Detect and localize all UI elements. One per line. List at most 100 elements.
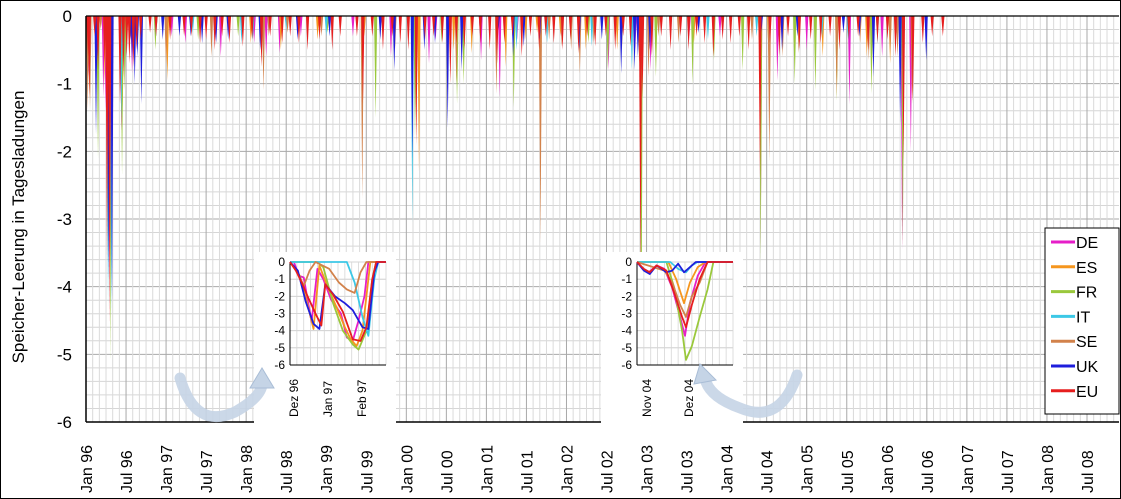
bar-eu [227,16,232,44]
y-axis-label: Speicher-Leerung in Tagesladungen [9,91,28,364]
bar-uk [139,16,143,104]
x-tick-label: Jul 02 [600,450,617,493]
bar-eu [93,16,97,37]
bar-de [880,16,884,57]
bar-uk [392,16,396,71]
bar-eu [121,16,125,77]
inset-y-tick-label: -5 [621,341,632,355]
bar-eu [305,16,310,50]
bar-uk [632,16,637,71]
inset-y-tick-label: -4 [274,324,285,338]
bar-uk [780,16,784,50]
bar-eu [241,16,245,47]
inset-x-tick-label: Jan 97 [321,381,335,417]
bar-de [847,16,852,104]
bar-eu [355,16,359,37]
bar-eu [837,16,842,50]
bar-eu [875,16,880,44]
bar-eu [250,16,254,40]
x-tick-label: Jul 98 [279,450,296,493]
y-tick-label: -1 [57,75,72,94]
bar-eu [432,16,436,37]
zoom-arrow-1 [174,372,268,422]
bar-de [775,16,779,81]
bar-eu [747,16,751,50]
bar-eu [737,16,741,37]
inset-line-fr [637,261,733,361]
inset-line-eu [636,261,733,329]
inset-y-tick-label: -4 [621,324,632,338]
bar-fr [869,16,874,94]
bar-se [656,16,661,37]
inset-y-tick-label: -6 [274,358,285,372]
bar-eu [640,16,645,98]
inset-y-tick-label: -3 [274,307,285,321]
bar-eu [621,16,625,37]
bar-eu [108,16,112,324]
bar-de [718,16,722,37]
bar-eu [127,16,131,64]
bar-eu [847,16,851,40]
legend-label-fr: FR [1076,285,1097,302]
bar-es [417,16,421,172]
bar-es [452,16,456,50]
bar-eu [148,16,152,33]
x-tick-label: Jul 96 [119,450,136,493]
bar-eu [87,16,91,98]
bar-eu [454,16,458,44]
bar-eu [768,16,772,44]
bar-eu [370,16,374,37]
bar-eu [576,16,581,54]
bar-eu [777,16,781,57]
x-tick-label: Jul 04 [760,450,777,493]
bar-eu [528,16,533,37]
bar-eu [398,16,402,44]
y-tick-label: -3 [57,210,72,229]
bar-uk [161,16,165,40]
bar-eu [381,16,385,50]
bar-uk [110,16,114,301]
bar-eu [502,16,507,44]
x-tick-label: Jul 03 [680,450,697,493]
legend-label-de: DE [1076,235,1098,252]
bar-eu [268,16,272,37]
x-tick-label: Jan 97 [159,445,176,493]
bar-eu [520,16,524,57]
bar-eu [828,16,832,37]
bar-eu [338,16,342,37]
bar-eu [478,16,482,44]
bar-eu [901,16,906,162]
legend-label-uk: UK [1076,359,1099,376]
bar-eu [930,16,934,37]
bar-se [767,16,771,162]
bar-eu [758,16,762,179]
bar-eu [797,16,801,50]
bar-eu [330,16,334,50]
inset-y-tick-label: -1 [621,272,632,286]
x-tick-label: Jan 99 [319,445,336,493]
bar-eu [135,16,139,50]
bar-eu [638,16,643,274]
bar-fr [793,16,797,84]
inset-line-uk [636,261,733,275]
bar-uk [841,16,846,33]
bar-eu [448,16,452,84]
bar-eu [154,16,158,37]
bar-se [895,16,900,57]
bar-eu [182,16,186,37]
bar-fr [374,16,378,118]
bar-uk [898,16,902,125]
x-tick-label: Jan 04 [720,445,737,493]
bar-eu [510,16,515,37]
bar-eu [139,16,143,40]
bar-fr [691,16,695,84]
bar-fr [813,16,817,91]
bar-de [351,16,355,37]
inset-y-tick-label: -2 [274,289,285,303]
bar-eu [488,16,492,50]
bar-eu [941,16,945,37]
bar-eu [317,16,322,40]
bar-de [805,16,809,50]
bar-eu [280,16,284,44]
bar-eu [568,16,573,40]
